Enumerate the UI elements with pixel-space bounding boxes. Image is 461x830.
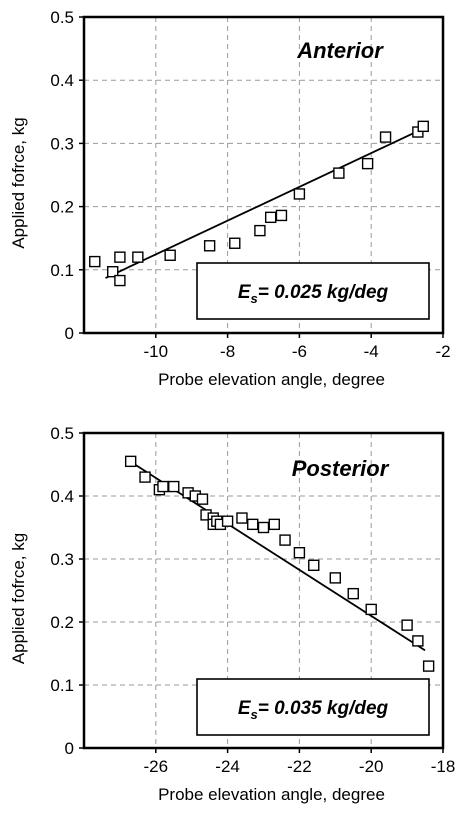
x-tick-label: -22 xyxy=(287,757,312,776)
data-point xyxy=(89,255,101,268)
data-point xyxy=(196,493,209,505)
data-point xyxy=(164,249,176,261)
x-tick-label: -4 xyxy=(364,342,379,361)
y-tick-label: 0.1 xyxy=(50,261,74,280)
x-tick-label: -6 xyxy=(292,342,307,361)
data-point xyxy=(132,251,144,263)
y-tick-label: 0 xyxy=(65,324,74,343)
data-point xyxy=(293,188,306,200)
data-point xyxy=(203,240,216,252)
data-point xyxy=(365,603,377,616)
data-point xyxy=(293,547,306,559)
data-point xyxy=(329,572,341,584)
data-point xyxy=(257,521,270,534)
data-point xyxy=(114,251,126,263)
data-point xyxy=(247,518,259,531)
x-axis-label: Probe elevation angle, degree xyxy=(158,370,385,389)
data-point xyxy=(254,224,266,237)
data-point xyxy=(279,534,291,546)
data-point xyxy=(379,131,392,143)
data-point xyxy=(236,512,248,524)
es-annotation-box xyxy=(196,262,430,320)
plot-frame xyxy=(82,431,445,750)
data-point xyxy=(107,265,119,278)
data-point xyxy=(401,619,413,631)
data-point xyxy=(114,274,126,287)
y-tick-label: 0.3 xyxy=(50,550,74,569)
x-axis-label: Probe elevation angle, degree xyxy=(158,785,385,804)
data-point xyxy=(275,209,288,222)
y-tick-label: 0.2 xyxy=(50,198,74,217)
y-tick-label: 0.5 xyxy=(50,8,74,27)
data-point xyxy=(361,157,374,170)
x-tick-label: -26 xyxy=(144,757,169,776)
y-tick-label: 0.3 xyxy=(50,134,74,153)
panel-title: Anterior xyxy=(296,38,384,63)
data-point xyxy=(168,480,180,493)
y-tick-label: 0.4 xyxy=(50,487,74,506)
data-point xyxy=(139,471,151,483)
data-point xyxy=(229,237,241,249)
data-point xyxy=(417,120,429,133)
data-point xyxy=(308,559,320,571)
data-point xyxy=(264,211,277,224)
data-point xyxy=(422,660,435,672)
y-tick-label: 0.2 xyxy=(50,613,74,632)
fit-line xyxy=(105,128,422,279)
data-point xyxy=(157,480,169,493)
chart-posterior: -26 -24 -22 -20 -18 0 0.1 0.2 0.3 0.4 0.5 Probe ele… xyxy=(9,424,455,804)
x-tick-label: -24 xyxy=(215,757,240,776)
data-point xyxy=(333,167,345,179)
plot-frame xyxy=(82,15,445,335)
data-point xyxy=(347,587,359,600)
x-tick-label: -20 xyxy=(359,757,384,776)
y-axis-label: Applied fofrce, kg xyxy=(9,533,28,664)
panel-title: Posterior xyxy=(292,456,390,481)
data-point xyxy=(412,635,424,647)
y-tick-label: 0.4 xyxy=(50,71,74,90)
es-annotation-box xyxy=(196,678,430,736)
chart-anterior: -10 -8 -6 -4 -2 0 0.1 0.2 0.3 0.4 0.5 Probe elevati… xyxy=(9,8,451,389)
x-tick-label: -2 xyxy=(435,342,450,361)
data-point xyxy=(221,515,234,527)
x-tick-label: -18 xyxy=(431,757,456,776)
es-annotation: Es= 0.025 kg/deg xyxy=(238,282,389,306)
y-tick-label: 0.5 xyxy=(50,424,74,443)
data-point xyxy=(124,455,137,468)
data-point xyxy=(268,518,280,531)
x-tick-label: -8 xyxy=(220,342,235,361)
y-tick-label: 0 xyxy=(65,739,74,758)
x-tick-label: -10 xyxy=(144,342,169,361)
es-annotation: Es= 0.035 kg/deg xyxy=(238,698,389,722)
y-tick-label: 0.1 xyxy=(50,676,74,695)
y-axis-label: Applied fofrce, kg xyxy=(9,117,28,248)
